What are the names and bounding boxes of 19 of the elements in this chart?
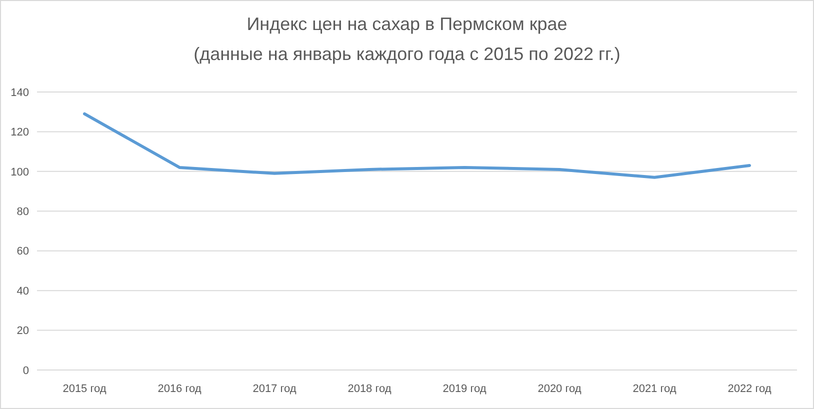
y-tick-label: 120 xyxy=(10,126,29,139)
y-tick-label: 40 xyxy=(16,285,29,298)
x-tick-label: 2017 год xyxy=(252,383,297,395)
x-tick-label: 2022 год xyxy=(728,383,772,395)
x-tick-label: 2018 год xyxy=(348,383,392,395)
x-tick-label: 2016 год xyxy=(158,383,202,395)
x-tick-label: 2019 год xyxy=(442,383,487,395)
chart-subtitle: (данные на январь каждого года с 2015 по 2022 гг.) xyxy=(194,44,620,64)
y-tick-label: 140 xyxy=(10,86,29,99)
x-tick-label: 2015 год xyxy=(62,383,107,395)
y-tick-label: 0 xyxy=(22,364,29,377)
y-tick-label: 80 xyxy=(16,206,29,218)
line-series xyxy=(83,112,751,179)
y-tick-label: 100 xyxy=(10,166,29,178)
chart-title: Индекс цен на сахар в Пермском крае xyxy=(246,14,568,34)
x-tick-label: 2020 год xyxy=(538,383,582,395)
y-tick-label: 60 xyxy=(16,246,29,258)
x-tick-label: 2021 год xyxy=(632,383,677,395)
y-tick-label: 20 xyxy=(16,325,29,338)
